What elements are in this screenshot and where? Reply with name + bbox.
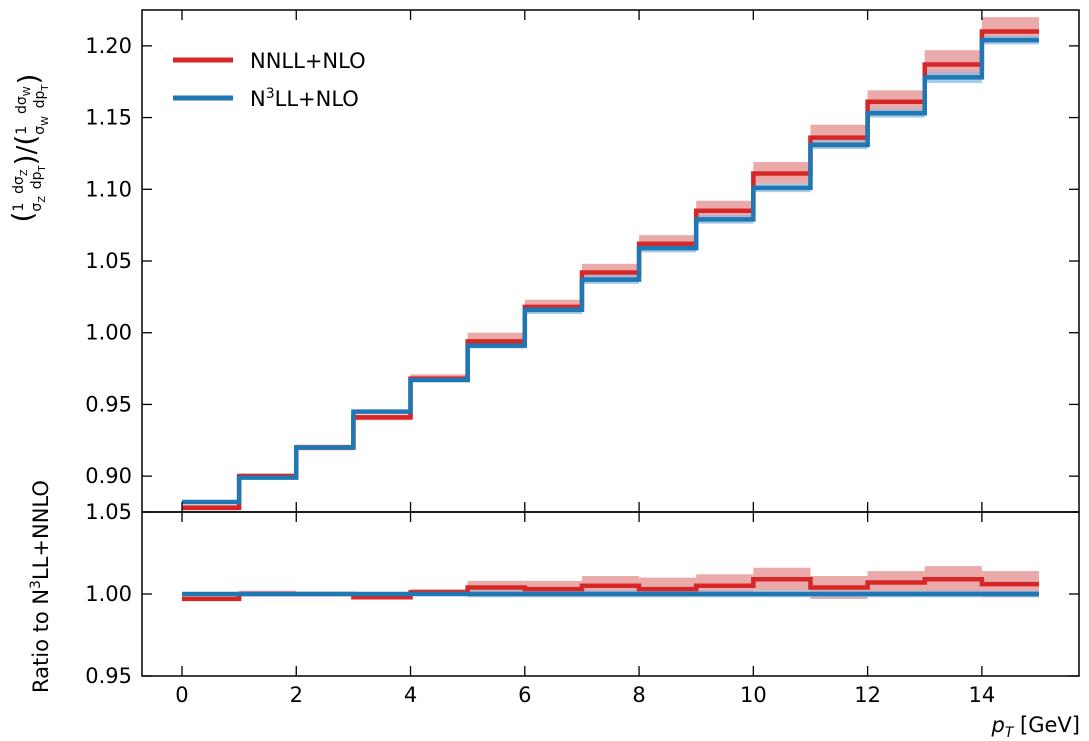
x-tick-label-12: 12 [854, 683, 881, 707]
legend: NNLL+NLO N3LL+NLO [173, 49, 366, 111]
top-ylabel: (1 σZdσZdpT)/(1 σWdσWdpT) [6, 74, 51, 223]
top-y-tick-label-6: 1.20 [85, 34, 132, 58]
top-y-tick-label-0: 0.90 [85, 464, 132, 488]
top-series-line-n3ll [181, 37, 1040, 505]
x-axis-label: pT [GeV] [990, 713, 1080, 741]
x-tick-label-0: 0 [175, 683, 188, 707]
top-y-tick-label-4: 1.10 [85, 177, 132, 201]
bottom-y-tick-label-1: 1.00 [85, 582, 132, 606]
bottom-ylabel: Ratio to N3LL+NNLO [28, 480, 53, 693]
legend-label-n3ll: N3LL+NLO [250, 86, 359, 111]
x-tick-label-14: 14 [969, 683, 996, 707]
x-tick-label-2: 2 [290, 683, 303, 707]
top-panel-plot: 0.90 0.95 1.00 1.05 1.10 1.15 1.20 [85, 9, 1080, 513]
top-y-tick-label-1: 0.95 [85, 392, 132, 416]
bottom-y-tick-label-2: 1.05 [85, 500, 132, 524]
legend-label-nnll: NNLL+NLO [250, 49, 366, 73]
bottom-y-tick-label-0: 0.95 [85, 664, 132, 688]
bottom-panel-plot: 0 2 4 6 8 10 12 14 0.95 1.00 1.05 [85, 500, 1080, 707]
x-tick-label-8: 8 [632, 683, 645, 707]
x-tick-label-10: 10 [740, 683, 767, 707]
top-plot-frame [141, 9, 1080, 513]
top-y-tick-label-2: 1.00 [85, 321, 132, 345]
top-y-tick-label-5: 1.15 [85, 106, 132, 130]
top-y-tick-label-3: 1.05 [85, 249, 132, 273]
x-tick-label-4: 4 [404, 683, 417, 707]
x-tick-label-6: 6 [518, 683, 531, 707]
